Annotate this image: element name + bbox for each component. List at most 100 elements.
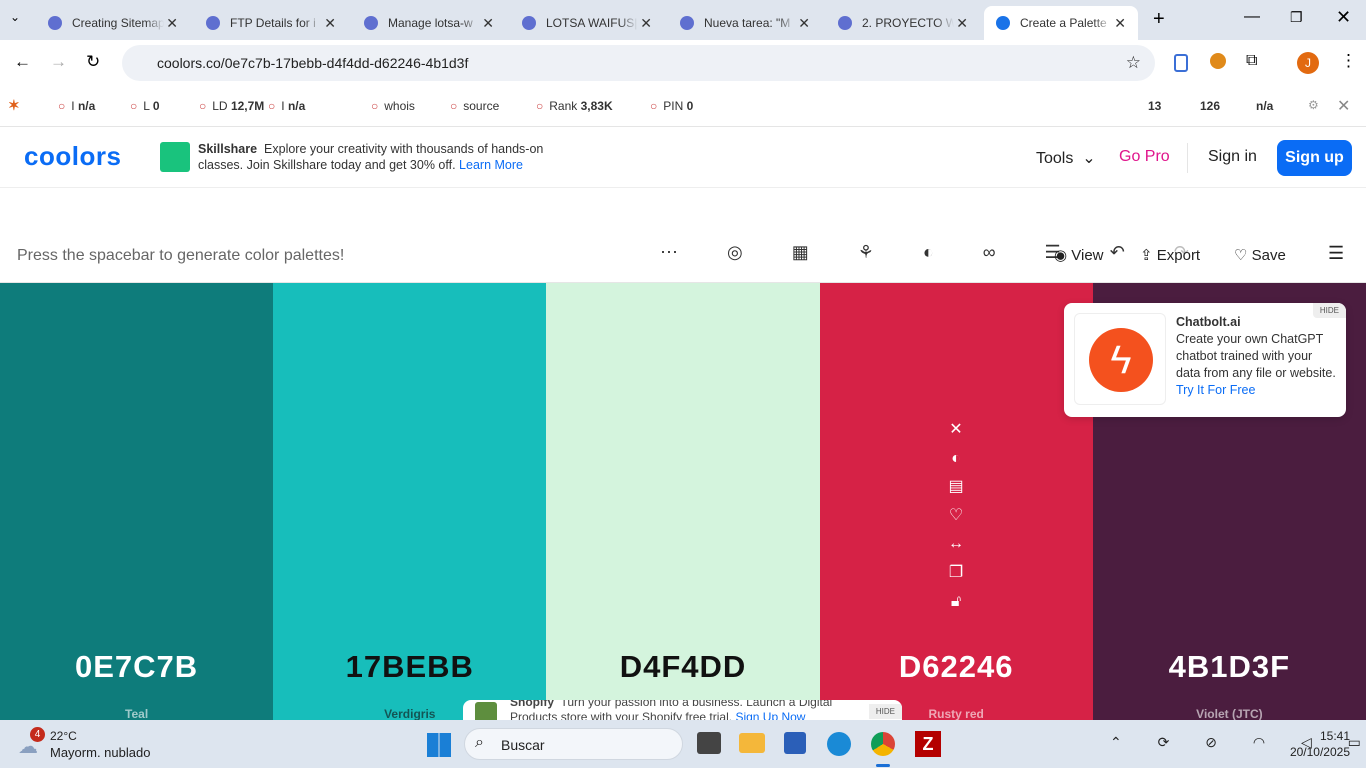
tab[interactable]: 2. PROYECTO W ✕	[826, 6, 980, 40]
settings[interactable]: ⚙	[1308, 98, 1319, 112]
app[interactable]	[739, 733, 765, 753]
seo-value: n/a	[77, 99, 96, 113]
tab-close[interactable]: ✕	[482, 14, 494, 31]
seo-icon: ○	[650, 99, 658, 113]
export[interactable]: ⇪ Export	[1140, 247, 1201, 264]
logo[interactable]: coolors	[24, 141, 122, 171]
tab-close[interactable]: ✕	[640, 14, 652, 31]
ad-text: Explore your creativity with thousands o…	[198, 142, 544, 172]
tab-icon	[680, 16, 694, 30]
chatbot-text: Chatbolt.ai Create your own ChatGPT chatb…	[1176, 314, 1336, 399]
extensions[interactable]: ⧉	[1246, 52, 1258, 69]
forward[interactable]: →	[50, 52, 67, 71]
hide[interactable]: HIDE	[1312, 303, 1346, 318]
app[interactable]	[784, 732, 806, 754]
tab-close[interactable]: ✕	[798, 14, 810, 31]
omnibox[interactable]: coolors.co/0e7c7b-17bebb-d4f4dd-d62246-4…	[122, 45, 1155, 81]
sign-in[interactable]: Sign in	[1208, 148, 1257, 165]
time: 15:41	[1319, 729, 1350, 743]
tab-title: Manage lotsa-w	[388, 16, 473, 30]
seo-item[interactable]: 126	[1200, 99, 1220, 113]
app[interactable]: Z	[915, 731, 941, 757]
tab-title: Nueva tarea: "M	[704, 16, 791, 30]
tools-menu[interactable]: Tools ⌄	[1036, 150, 1096, 167]
hex-code[interactable]: D4F4DD	[619, 649, 747, 684]
seo-value: n/a	[287, 99, 306, 113]
tab-search[interactable]: ⌄	[10, 10, 21, 24]
hex-code[interactable]: 0E7C7B	[75, 649, 199, 684]
hide[interactable]: HIDE	[868, 704, 902, 719]
app[interactable]	[697, 732, 721, 754]
profile[interactable]: J	[1297, 52, 1319, 74]
back[interactable]: ←	[14, 52, 31, 71]
close-bar[interactable]: ✕	[1337, 98, 1351, 115]
close-window[interactable]: ✕	[1336, 7, 1352, 27]
seo-item[interactable]: ○ PIN 0	[650, 99, 693, 113]
tab[interactable]: Nueva tarea: "M ✕	[668, 6, 822, 40]
hamburger[interactable]: ☰	[1328, 243, 1345, 263]
seo-label: source	[463, 99, 500, 113]
temperature: 22°C	[50, 729, 77, 743]
save[interactable]: ♡ Save	[1234, 247, 1286, 264]
tray-icons[interactable]: ⌃ ⟳ ⊘ ◠ ◁ ▭	[1110, 734, 1366, 750]
seo-item[interactable]: ○ source	[450, 99, 499, 113]
start[interactable]	[427, 733, 451, 757]
seo-item[interactable]: ○ I n/a	[268, 99, 305, 113]
color-column[interactable]: 17BEBB Verdigris	[273, 283, 547, 721]
color-column[interactable]: D62246 Rusty red	[819, 283, 1093, 721]
shopify-link[interactable]: Sign Up Now	[735, 710, 806, 720]
seo-item[interactable]: n/a	[1256, 99, 1273, 113]
weather-badge: 4	[30, 727, 45, 742]
new-tab[interactable]: +	[1153, 8, 1165, 30]
menu[interactable]: ⋮	[1340, 51, 1357, 70]
ad-link[interactable]: Learn More	[459, 158, 523, 172]
tab-close[interactable]: ✕	[956, 14, 968, 31]
tab[interactable]: FTP Details for i ✕	[194, 6, 348, 40]
seo-item[interactable]: ○ L 0	[130, 99, 160, 113]
skillshare-ad[interactable]: Skillshare Explore your creativity with …	[198, 141, 568, 173]
sign-up[interactable]: Sign up	[1277, 140, 1352, 176]
tools: Tools	[1036, 150, 1074, 167]
tool-icons[interactable]: ⋯ ◎ ▦ ⚘ ◐ ∞ ☰ ↶ ↷	[660, 242, 1211, 262]
seo-item[interactable]: 13	[1148, 99, 1161, 113]
view[interactable]: ◉ View	[1054, 247, 1104, 264]
tab-icon	[48, 16, 62, 30]
tab[interactable]: Manage lotsa-w ✕	[352, 6, 506, 40]
chatbot-ad[interactable]: HIDE ϟ Chatbolt.ai Create your own ChatGP…	[1064, 303, 1346, 417]
hex-code[interactable]: D62246	[898, 649, 1014, 684]
seo-item[interactable]: ○ whois	[371, 99, 415, 113]
shopify-ad[interactable]: Shopify Turn your passion into a busines…	[463, 700, 902, 720]
app[interactable]	[827, 732, 851, 756]
minimize[interactable]: —	[1244, 8, 1260, 25]
seo-item[interactable]: ○ LD 12,7M	[199, 99, 264, 113]
extension-icon[interactable]	[1174, 54, 1188, 72]
chatbot-link[interactable]: Try It For Free	[1176, 383, 1256, 397]
seo-value: 13	[1148, 99, 1162, 113]
seo-value: 126	[1200, 99, 1221, 113]
seo-item[interactable]: ○ Rank 3,83K	[536, 99, 613, 113]
color-name: Teal	[125, 707, 149, 721]
reload[interactable]: ↻	[86, 52, 101, 71]
tab-close[interactable]: ✕	[166, 14, 178, 31]
tab-close[interactable]: ✕	[1114, 14, 1126, 31]
hex-code[interactable]: 4B1D3F	[1168, 649, 1291, 684]
tab-icon	[206, 16, 220, 30]
tab[interactable]: Create a Palette ✕	[984, 6, 1138, 40]
hex-code[interactable]: 17BEBB	[345, 649, 474, 684]
extension-icon[interactable]	[1210, 53, 1226, 69]
color-column[interactable]: 0E7C7B Teal	[0, 283, 274, 721]
app[interactable]	[871, 732, 895, 756]
go-pro[interactable]: Go Pro	[1119, 148, 1170, 165]
condition: Mayorm. nublado	[50, 745, 151, 760]
color-column[interactable]: D4F4DDD4F4DD	[546, 283, 820, 721]
tab[interactable]: Creating Sitemap ✕	[36, 6, 190, 40]
bookmark-star[interactable]: ☆	[1125, 53, 1141, 72]
tab[interactable]: LOTSA WAIFUS|2 ✕	[510, 6, 664, 40]
search-label: Buscar	[501, 737, 545, 753]
color-actions[interactable]: ✕ ◐ ▤ ♡ ↔ ❐ 🔓︎	[948, 421, 964, 610]
search-box[interactable]: Buscar ⌕	[464, 728, 683, 760]
tab-close[interactable]: ✕	[324, 14, 336, 31]
restore[interactable]: ❐	[1290, 9, 1303, 25]
weather-icon[interactable]: ☁	[18, 736, 38, 758]
seo-item[interactable]: ○ I n/a	[58, 99, 95, 113]
